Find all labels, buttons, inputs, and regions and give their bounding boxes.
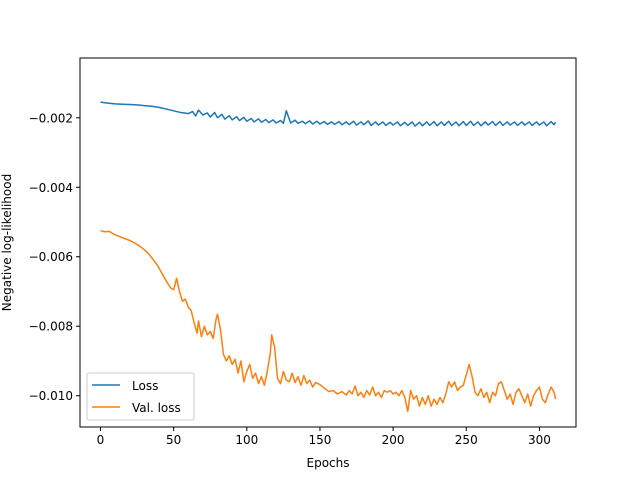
legend-label-val-loss: Val. loss [132, 401, 181, 415]
y-tick-label: −0.010 [29, 389, 73, 403]
y-axis-label: Negative log-likelihood [0, 174, 14, 311]
x-tick-label: 0 [97, 433, 105, 447]
x-tick-label: 100 [235, 433, 258, 447]
series-line-val-loss [100, 229, 557, 413]
x-tick-label: 150 [308, 433, 331, 447]
plot-area [80, 58, 576, 427]
x-tick-label: 200 [382, 433, 405, 447]
x-tick-label: 300 [528, 433, 551, 447]
y-axis-ticks: −0.002 −0.004 −0.006 −0.008 −0.010 [29, 111, 80, 403]
x-axis-label: Epochs [307, 456, 350, 470]
y-tick-label: −0.004 [29, 181, 73, 195]
legend: Loss Val. loss [86, 372, 195, 421]
x-tick-label: 50 [166, 433, 181, 447]
series-line-loss [100, 101, 557, 127]
y-tick-label: −0.002 [29, 111, 73, 125]
plot-frame [79, 57, 577, 428]
y-tick-label: −0.008 [29, 320, 73, 334]
y-tick-label: −0.006 [29, 250, 73, 264]
x-axis-ticks: 0 50 100 150 200 250 300 [97, 427, 551, 447]
series-layer [100, 101, 557, 413]
x-tick-label: 250 [455, 433, 478, 447]
legend-label-loss: Loss [132, 379, 158, 393]
